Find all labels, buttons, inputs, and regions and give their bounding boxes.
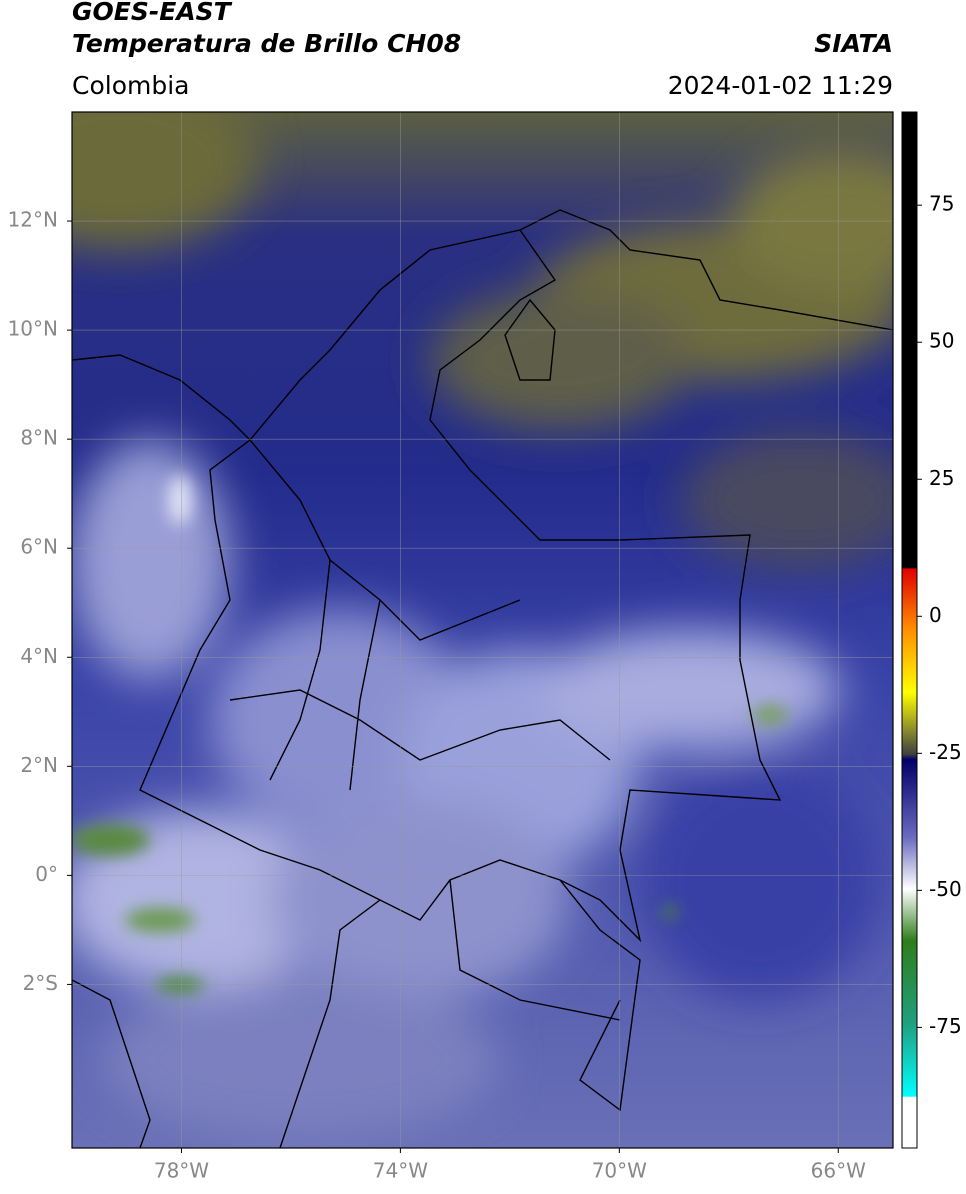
colorbar-tick-label: -25 [929,740,962,764]
map-frame [71,111,894,1149]
y-tick-label: 2°N [20,753,58,777]
colorbar-tick-label: 75 [929,192,954,216]
y-tick-label: 0° [35,862,58,886]
x-tick-label: 74°W [373,1159,428,1183]
colorbar-tick-label: -75 [929,1014,962,1038]
x-tick-label: 66°W [811,1159,866,1183]
x-tick-label: 70°W [592,1159,647,1183]
y-tick-label: 8°N [20,426,58,450]
colorbar [901,111,918,1149]
borders [72,209,893,1148]
source: SIATA [814,29,893,58]
colorbar-tick-label: 50 [929,329,954,353]
y-tick-label: 6°N [20,535,58,559]
satellite-image [72,112,893,1148]
y-tick-label: 12°N [8,208,58,232]
y-tick-label: 10°N [8,317,58,341]
cold-tops [72,475,788,993]
timestamp: 2024-01-02 11:29 [668,71,893,100]
region: Colombia [72,71,189,100]
colorbar-tick-label: 25 [929,466,954,490]
x-tick-label: 78°W [154,1159,209,1183]
y-tick-label: 2°S [23,971,58,995]
subtitle: Temperatura de Brillo CH08 [72,29,461,58]
colorbar-tick-label: 0 [929,603,942,627]
y-tick-label: 4°N [20,644,58,668]
colorbar-tick-label: -50 [929,877,962,901]
title: GOES-EAST [72,0,233,26]
cloud-field [72,112,893,1140]
graticule [72,112,893,1148]
